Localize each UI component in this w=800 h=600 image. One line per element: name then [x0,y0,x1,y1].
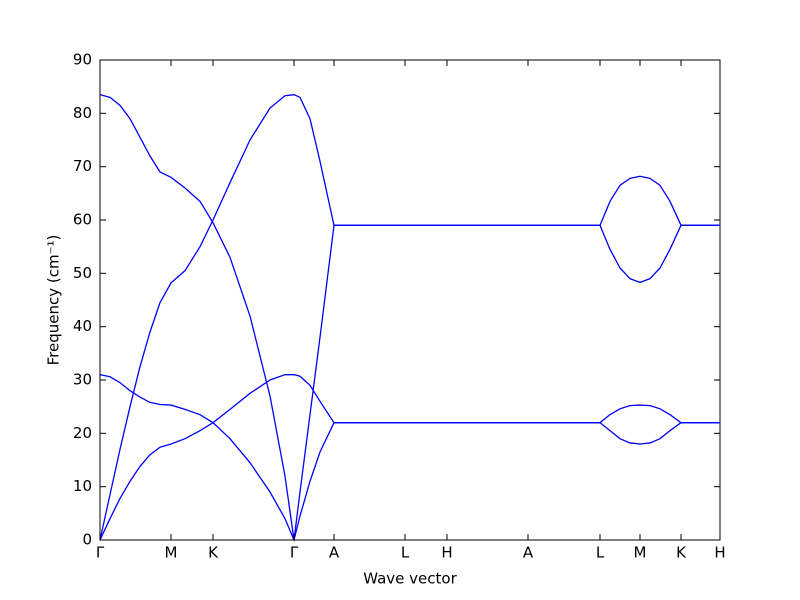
y-tick-label: 60 [73,211,92,229]
y-tick-label: 80 [73,104,92,122]
y-tick-label: 40 [73,317,92,335]
x-tick-label: M [634,544,647,562]
x-tick-label: H [441,544,452,562]
x-tick-label: K [208,544,219,562]
x-tick-label: Γ [290,544,299,562]
x-tick-label: A [329,544,340,562]
x-axis-label: Wave vector [363,570,457,588]
band-line [99,374,720,541]
y-axis-label: Frequency (cm⁻¹) [45,235,63,366]
x-tick-label: L [401,544,410,562]
plot-frame [99,59,721,541]
x-tick-label: L [596,544,605,562]
y-tick-label: 20 [73,424,92,442]
y-tick-label: 30 [73,371,92,389]
x-tick-label: K [676,544,687,562]
x-tick-label: M [165,544,178,562]
band-line [99,94,720,541]
y-tick-label: 70 [73,157,92,175]
y-tick-label: 90 [73,51,92,69]
y-tick-label: 0 [82,531,92,549]
band-line [99,374,720,543]
x-tick-label: Γ [96,544,105,562]
x-tick-label: A [523,544,534,562]
band-line [99,94,720,541]
y-tick-label: 50 [73,264,92,282]
x-tick-label: H [714,544,725,562]
y-tick-label: 10 [73,477,92,495]
